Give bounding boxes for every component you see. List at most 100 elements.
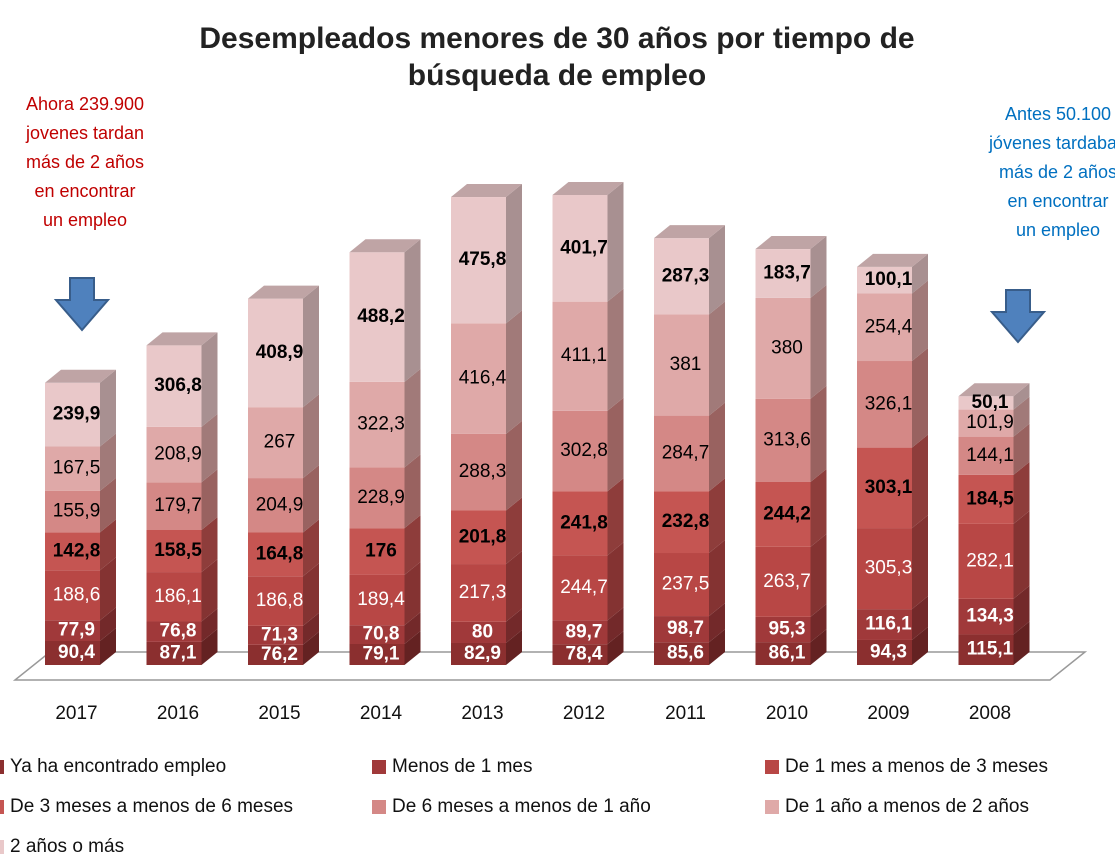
legend-swatch bbox=[0, 760, 4, 774]
data-label: 267 bbox=[264, 432, 296, 453]
bar bbox=[45, 620, 100, 641]
bar-side bbox=[1013, 461, 1030, 524]
data-label: 188,6 bbox=[53, 584, 101, 605]
bar-side bbox=[607, 542, 624, 621]
bar-top bbox=[857, 253, 928, 267]
bar-side bbox=[100, 369, 116, 447]
data-label: 408,9 bbox=[256, 342, 304, 363]
bar-side bbox=[709, 603, 725, 643]
bar bbox=[146, 345, 202, 427]
x-tick-label: 2010 bbox=[766, 703, 808, 724]
legend-swatch bbox=[372, 800, 386, 814]
bar bbox=[857, 266, 912, 294]
bar-side bbox=[1013, 621, 1030, 665]
legend-swatch bbox=[0, 840, 4, 854]
bar bbox=[552, 410, 608, 492]
data-label: 189,4 bbox=[357, 589, 405, 610]
bar bbox=[552, 491, 608, 556]
bar bbox=[146, 426, 202, 483]
bar-side bbox=[506, 497, 522, 565]
bar-side bbox=[404, 239, 421, 382]
data-label: 76,8 bbox=[160, 621, 197, 642]
bar-top bbox=[654, 225, 725, 239]
bar bbox=[349, 381, 405, 468]
bar bbox=[349, 528, 405, 575]
annotation: más de 2 años bbox=[999, 162, 1115, 182]
bar bbox=[755, 481, 811, 547]
data-label: 100,1 bbox=[865, 269, 913, 290]
data-label: 158,5 bbox=[154, 540, 202, 561]
data-label: 79,1 bbox=[363, 644, 400, 665]
bar-side bbox=[1013, 396, 1030, 437]
bar bbox=[248, 644, 303, 665]
data-label: 101,9 bbox=[966, 412, 1014, 433]
bar bbox=[654, 238, 709, 315]
x-tick-label: 2014 bbox=[360, 703, 403, 724]
bar-side bbox=[912, 434, 928, 529]
data-label: 241,8 bbox=[560, 512, 608, 533]
bar-side bbox=[709, 301, 725, 416]
bar bbox=[349, 574, 405, 626]
bar bbox=[248, 625, 303, 645]
bar-top bbox=[248, 285, 319, 299]
bar-side bbox=[810, 284, 827, 399]
data-label: 85,6 bbox=[667, 643, 704, 664]
bar bbox=[958, 474, 1014, 524]
bar bbox=[146, 641, 202, 665]
data-label: 80 bbox=[472, 621, 493, 642]
bar-side bbox=[810, 629, 827, 665]
data-label: 76,2 bbox=[261, 644, 298, 665]
x-tick-label: 2013 bbox=[461, 703, 503, 724]
bar bbox=[45, 570, 100, 621]
data-label: 381 bbox=[670, 354, 702, 375]
bar bbox=[552, 195, 608, 302]
annotation: en encontrar bbox=[1007, 191, 1108, 211]
bar bbox=[45, 640, 100, 665]
bar bbox=[958, 634, 1014, 665]
data-label: 228,9 bbox=[357, 487, 405, 508]
bar bbox=[349, 643, 405, 665]
bar bbox=[857, 528, 912, 610]
bar-side bbox=[100, 519, 116, 571]
bar bbox=[958, 523, 1014, 599]
bar bbox=[755, 642, 811, 665]
bar-side bbox=[1013, 383, 1030, 410]
bar-side bbox=[303, 563, 319, 626]
bar bbox=[451, 642, 506, 665]
legend-label: De 1 mes a menos de 3 meses bbox=[785, 756, 1048, 777]
bar bbox=[451, 564, 506, 622]
annotation: un empleo bbox=[1016, 220, 1100, 240]
bar-side bbox=[912, 596, 928, 640]
bar bbox=[248, 576, 303, 626]
bar-side bbox=[607, 288, 624, 411]
bar-side bbox=[709, 540, 725, 617]
bar bbox=[552, 644, 608, 665]
annotation: jovenes tardan bbox=[25, 123, 144, 143]
data-label: 303,1 bbox=[865, 477, 913, 498]
annotation: jóvenes tardaban bbox=[988, 133, 1115, 153]
data-label: 184,5 bbox=[966, 488, 1014, 509]
bar bbox=[248, 532, 303, 577]
bar-side bbox=[100, 627, 116, 665]
x-tick-label: 2017 bbox=[55, 703, 97, 724]
bar bbox=[857, 609, 912, 640]
legend-label: Menos de 1 mes bbox=[392, 756, 532, 777]
bar bbox=[755, 297, 811, 399]
bar bbox=[654, 616, 709, 643]
bar bbox=[552, 301, 608, 411]
bar bbox=[248, 298, 303, 408]
bar bbox=[248, 478, 303, 533]
bar-side bbox=[1013, 510, 1030, 599]
data-label: 254,4 bbox=[865, 316, 913, 337]
data-label: 50,1 bbox=[972, 392, 1009, 413]
legend-swatch bbox=[765, 760, 779, 774]
bar-side bbox=[404, 561, 421, 626]
bar-side bbox=[201, 608, 218, 642]
x-tick-label: 2015 bbox=[258, 703, 300, 724]
data-label: 232,8 bbox=[662, 511, 710, 532]
bar-side bbox=[303, 631, 319, 665]
data-label: 244,2 bbox=[763, 503, 811, 524]
x-tick-label: 2016 bbox=[157, 703, 199, 724]
data-label: 282,1 bbox=[966, 550, 1014, 571]
